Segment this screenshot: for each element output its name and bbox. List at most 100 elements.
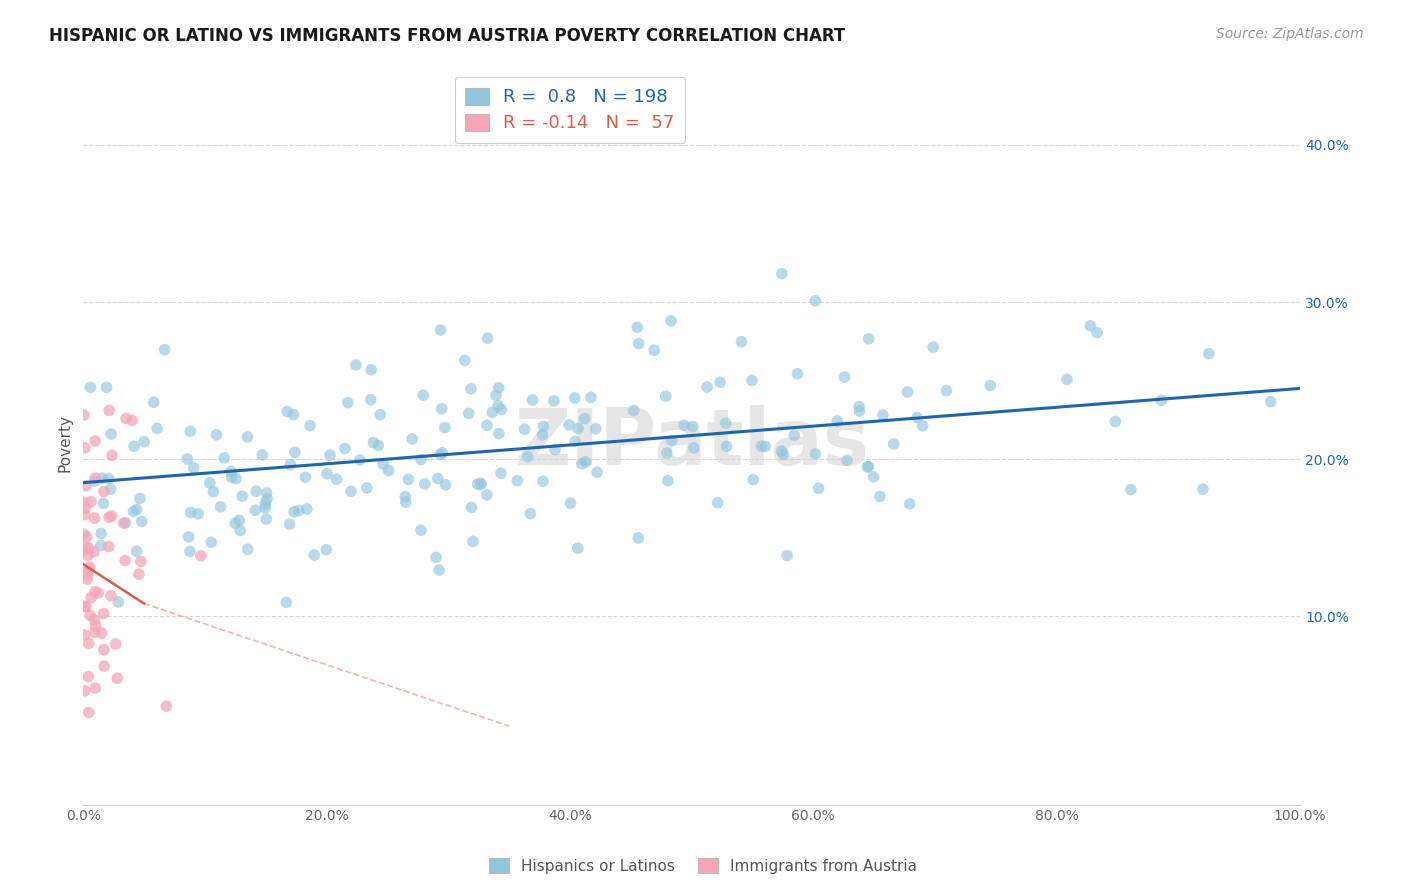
Point: [121, 413, 143, 427]
Point: [491, 402, 513, 417]
Point: [236, 542, 259, 557]
Point: [254, 500, 277, 515]
Point: [114, 516, 136, 530]
Point: [754, 440, 776, 454]
Point: [360, 362, 382, 376]
Point: [807, 481, 830, 495]
Point: [336, 395, 359, 409]
Point: [115, 411, 138, 425]
Text: ZIPatlas: ZIPatlas: [515, 405, 869, 482]
Point: [344, 358, 367, 372]
Point: [922, 340, 945, 354]
Point: [655, 389, 678, 403]
Point: [425, 550, 447, 565]
Point: [98, 510, 121, 524]
Point: [245, 484, 267, 499]
Point: [236, 430, 259, 444]
Point: [531, 419, 554, 434]
Point: [848, 404, 870, 418]
Point: [1192, 482, 1215, 496]
Point: [544, 442, 567, 457]
Point: [696, 380, 718, 394]
Point: [564, 434, 586, 449]
Point: [84, 584, 107, 599]
Point: [80, 591, 103, 605]
Point: [77, 541, 100, 556]
Point: [176, 452, 198, 467]
Point: [83, 511, 105, 525]
Point: [75, 540, 97, 554]
Point: [834, 370, 856, 384]
Point: [488, 381, 510, 395]
Text: HISPANIC OR LATINO VS IMMIGRANTS FROM AUSTRIA POVERTY CORRELATION CHART: HISPANIC OR LATINO VS IMMIGRANTS FROM AU…: [49, 27, 845, 45]
Point: [898, 497, 921, 511]
Point: [155, 699, 177, 714]
Point: [460, 382, 482, 396]
Point: [72, 543, 94, 558]
Point: [142, 395, 165, 409]
Point: [1085, 326, 1108, 340]
Point: [368, 408, 391, 422]
Point: [470, 476, 492, 491]
Point: [83, 544, 105, 558]
Point: [276, 404, 298, 418]
Point: [741, 373, 763, 387]
Point: [858, 332, 880, 346]
Point: [560, 496, 582, 510]
Point: [429, 323, 451, 337]
Point: [254, 497, 277, 511]
Point: [835, 453, 858, 467]
Point: [564, 391, 586, 405]
Point: [574, 455, 596, 469]
Point: [316, 467, 339, 481]
Point: [90, 626, 112, 640]
Point: [489, 467, 512, 481]
Point: [586, 465, 609, 479]
Point: [475, 488, 498, 502]
Point: [97, 472, 120, 486]
Point: [905, 410, 928, 425]
Point: [627, 336, 650, 351]
Point: [254, 512, 277, 526]
Point: [104, 637, 127, 651]
Point: [256, 486, 278, 500]
Point: [461, 534, 484, 549]
Point: [221, 470, 243, 484]
Point: [190, 549, 212, 563]
Point: [412, 388, 434, 402]
Point: [848, 400, 870, 414]
Point: [245, 503, 267, 517]
Point: [72, 527, 94, 541]
Point: [804, 447, 827, 461]
Point: [1150, 393, 1173, 408]
Point: [872, 408, 894, 422]
Legend: Hispanics or Latinos, Immigrants from Austria: Hispanics or Latinos, Immigrants from Au…: [482, 852, 924, 880]
Point: [187, 507, 209, 521]
Point: [333, 442, 356, 456]
Point: [77, 636, 100, 650]
Point: [228, 513, 250, 527]
Point: [84, 471, 107, 485]
Point: [319, 448, 342, 462]
Point: [858, 459, 880, 474]
Legend: R =  0.8   N = 198, R = -0.14   N =  57: R = 0.8 N = 198, R = -0.14 N = 57: [454, 77, 686, 144]
Point: [371, 457, 394, 471]
Point: [574, 411, 596, 425]
Y-axis label: Poverty: Poverty: [58, 415, 72, 473]
Point: [198, 475, 221, 490]
Point: [105, 671, 128, 685]
Point: [77, 563, 100, 577]
Point: [180, 506, 202, 520]
Point: [125, 544, 148, 558]
Point: [219, 464, 242, 478]
Point: [73, 501, 96, 516]
Point: [101, 508, 124, 523]
Point: [96, 380, 118, 394]
Point: [128, 567, 150, 582]
Point: [1056, 372, 1078, 386]
Point: [100, 427, 122, 442]
Text: Source: ZipAtlas.com: Source: ZipAtlas.com: [1216, 27, 1364, 41]
Point: [394, 490, 416, 504]
Point: [579, 390, 602, 404]
Point: [825, 414, 848, 428]
